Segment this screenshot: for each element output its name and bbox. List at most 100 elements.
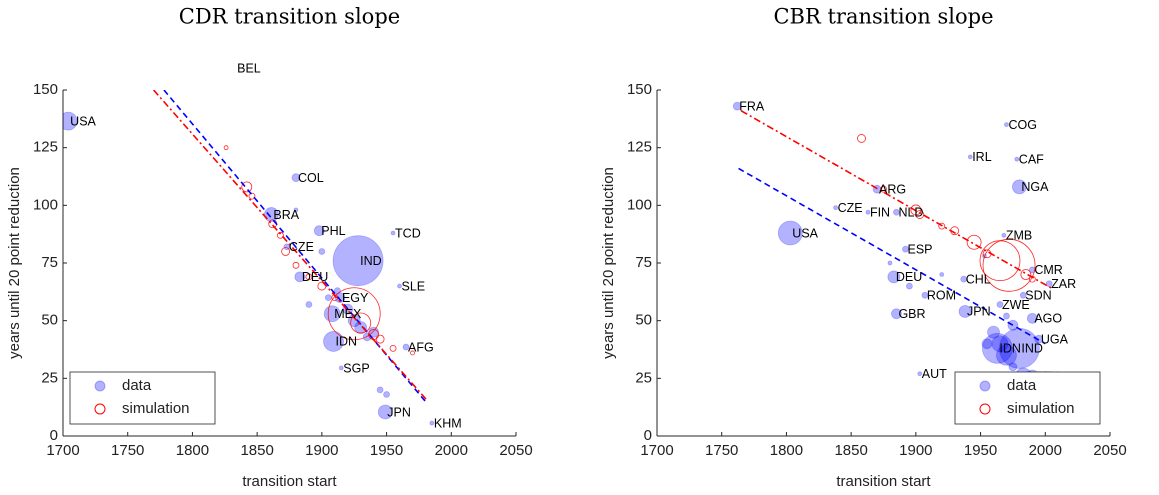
data-point xyxy=(293,207,299,213)
y-axis-label: years until 20 point reduction xyxy=(600,167,617,359)
y-tick-label: 125 xyxy=(33,139,58,156)
data-point xyxy=(313,225,325,237)
data-point xyxy=(1008,362,1018,372)
simulation-point xyxy=(375,334,385,344)
y-tick-label: 0 xyxy=(644,427,652,444)
data-point xyxy=(294,271,306,283)
point-label: FIN xyxy=(870,206,890,220)
data-point xyxy=(332,235,384,287)
y-tick-label: 50 xyxy=(41,312,58,329)
point-label: DEU xyxy=(896,270,922,284)
point-label: MEX xyxy=(334,307,362,321)
simulation-point xyxy=(327,287,381,341)
legend: data simulation xyxy=(954,371,1101,425)
x-tick-label: 1800 xyxy=(176,442,209,459)
data-point xyxy=(958,305,972,318)
point-label: GBR xyxy=(898,307,925,321)
data-point xyxy=(1004,122,1009,127)
fit-line xyxy=(740,110,1053,290)
data-point xyxy=(833,205,839,211)
simulation-point xyxy=(857,134,866,143)
point-label: ZWE xyxy=(1002,298,1030,312)
data-point xyxy=(887,270,901,284)
data-point xyxy=(865,209,871,215)
x-tick-label: 1750 xyxy=(111,442,144,459)
point-label: UGA xyxy=(1041,332,1069,346)
chart-title: CBR transition slope xyxy=(773,5,993,29)
fit-line xyxy=(738,167,1046,345)
point-label: SDN xyxy=(1025,289,1051,303)
legend-marker xyxy=(979,380,991,392)
x-tick-label: 2050 xyxy=(1093,442,1126,459)
x-tick-label: 2000 xyxy=(1029,442,1062,459)
data-point xyxy=(402,343,410,351)
fit-line xyxy=(163,90,427,402)
data-point xyxy=(1003,312,1010,320)
point-label: FRA xyxy=(739,99,765,113)
point-label: CZE xyxy=(289,240,314,254)
point-label: USA xyxy=(792,226,818,240)
point-label: BEL xyxy=(237,61,261,75)
point-label: IRL xyxy=(972,150,992,164)
data-point xyxy=(987,325,1000,339)
data-point xyxy=(318,248,326,255)
simulation-point xyxy=(880,185,887,193)
legend-marker xyxy=(979,403,991,415)
data-point xyxy=(991,335,1009,353)
x-tick-label: 1950 xyxy=(370,442,403,459)
x-tick-label: 1900 xyxy=(899,442,932,459)
y-tick-label: 25 xyxy=(635,369,652,386)
data-point xyxy=(981,338,993,350)
data-point xyxy=(902,245,909,253)
data-point xyxy=(1019,291,1027,299)
point-label: ARG xyxy=(879,182,906,196)
x-tick-label: 1900 xyxy=(305,442,338,459)
data-point xyxy=(893,208,900,216)
simulation-point xyxy=(305,273,313,281)
legend-label: simulation xyxy=(122,400,190,417)
point-label: ESP xyxy=(908,242,933,256)
point-label: COG xyxy=(1008,118,1036,132)
x-axis-label: transition start xyxy=(836,473,931,490)
simulation-point xyxy=(277,231,284,239)
simulation-point xyxy=(938,222,946,230)
data-point xyxy=(732,101,742,111)
data-point xyxy=(390,230,396,236)
y-tick-label: 125 xyxy=(627,139,652,156)
data-point xyxy=(354,321,368,334)
legend-label: data xyxy=(1007,377,1037,394)
y-axis-label: years until 20 point reduction xyxy=(6,167,23,359)
simulation-point xyxy=(1028,275,1036,283)
y-tick-label: 150 xyxy=(33,81,58,98)
simulation-point xyxy=(966,234,982,250)
data-point xyxy=(376,386,384,394)
point-label: IND xyxy=(360,254,382,268)
point-label: USA xyxy=(70,114,96,128)
data-point xyxy=(63,111,78,131)
point-label: IDN xyxy=(336,335,358,349)
data-point xyxy=(891,308,902,320)
simulation-point xyxy=(389,344,397,352)
point-label: COL xyxy=(298,171,324,185)
data-point xyxy=(347,314,361,328)
data-point xyxy=(960,275,968,283)
point-label: JPN xyxy=(967,305,991,319)
point-label: CZE xyxy=(838,201,863,215)
x-axis-label: transition start xyxy=(242,473,337,490)
plot-area xyxy=(732,101,1053,416)
data-point xyxy=(429,420,435,426)
data-point xyxy=(1045,280,1053,288)
data-point xyxy=(1012,179,1027,195)
data-point xyxy=(324,294,332,302)
data-point xyxy=(921,291,929,299)
x-tick-label: 2050 xyxy=(499,442,532,459)
point-label: DEU xyxy=(302,270,328,284)
fit-line xyxy=(152,90,429,402)
point-label: NLD xyxy=(898,206,923,220)
plot-area xyxy=(63,90,435,426)
legend-marker xyxy=(94,403,106,415)
simulation-point xyxy=(410,350,415,356)
y-tick-label: 75 xyxy=(635,254,652,271)
point-label: AGO xyxy=(1034,312,1062,326)
